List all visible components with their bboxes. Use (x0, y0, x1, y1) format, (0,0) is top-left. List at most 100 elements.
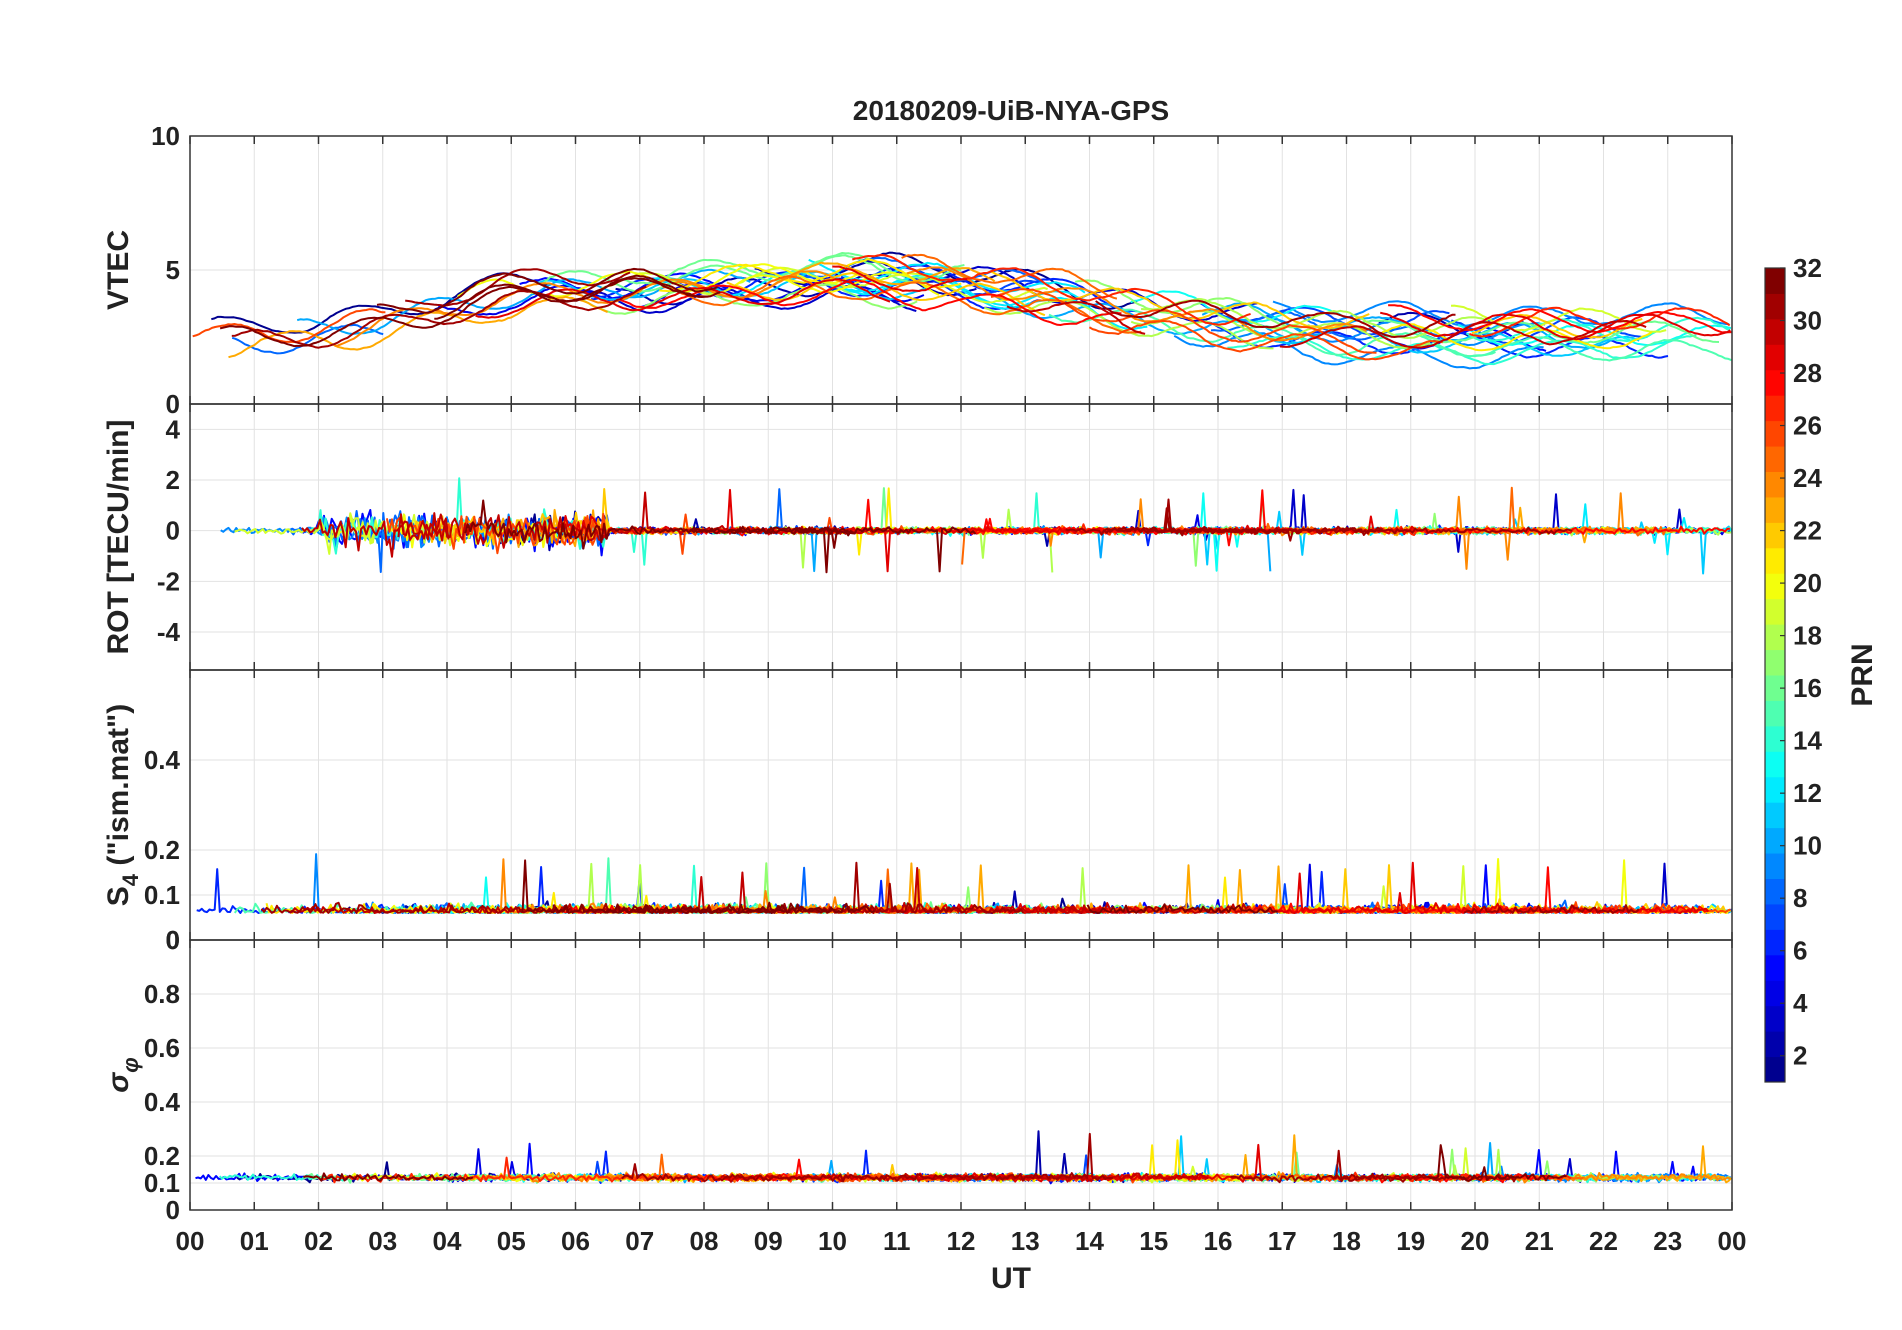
series-line-prn-23 (228, 295, 609, 359)
colorbar-slice (1765, 802, 1785, 829)
y-tick-label: 4 (166, 414, 181, 444)
x-tick-label: 04 (433, 1226, 462, 1256)
colorbar-tick-label: 6 (1793, 936, 1807, 966)
series-line-prn-29 (1379, 311, 1731, 341)
colorbar-slice (1765, 853, 1785, 879)
colorbar-slice (1765, 446, 1785, 472)
colorbar-frame (1764, 267, 1786, 1083)
series-line-prn-30 (301, 513, 450, 558)
y-tick-label: 0.4 (144, 1087, 181, 1117)
panel-vtec: 0 5 10 VTEC (102, 121, 1733, 419)
series-line-prn-21 (659, 258, 962, 293)
series-line-prn-32 (521, 859, 876, 914)
series-line-prn-26 (1088, 319, 1443, 361)
x-tick-label: 00 (176, 1226, 205, 1256)
colorbar-tick-label: 10 (1793, 831, 1822, 861)
x-tick-label: 05 (497, 1226, 526, 1256)
series-line-prn-24 (671, 270, 843, 299)
colorbar-slice (1765, 827, 1785, 854)
colorbar-tick-label: 24 (1793, 463, 1822, 493)
series-group (220, 477, 1733, 575)
y-axis-label-main: σ (102, 1072, 135, 1093)
colorbar-slice (1765, 1031, 1785, 1058)
y-axis-label-main: S (102, 886, 135, 906)
y-axis-label: ROT [TECU/min] (102, 420, 135, 655)
y-axis-label-sub: φ (118, 1057, 143, 1072)
x-tick-label: 03 (368, 1226, 397, 1256)
series-group (196, 853, 1733, 914)
series-line-prn-31 (1095, 299, 1456, 338)
colorbar-tick-label: 22 (1793, 516, 1822, 546)
x-tick-label: 12 (947, 1226, 976, 1256)
series-line-prn-32 (690, 526, 854, 537)
x-tick-label: 09 (754, 1226, 783, 1256)
colorbar-tick-label: 14 (1793, 726, 1822, 756)
colorbar-tick-label: 20 (1793, 568, 1822, 598)
x-tick-label: 08 (690, 1226, 719, 1256)
series-line-prn-32 (1427, 1144, 1567, 1182)
series-line-prn-27 (1469, 306, 1731, 338)
y-tick-label: 0.2 (144, 835, 180, 865)
series-line-prn-28 (1388, 304, 1732, 334)
colorbar-slice (1765, 547, 1785, 574)
colorbar-slice (1765, 395, 1785, 422)
series-line-prn-23 (788, 261, 996, 286)
panel-s4: 000.10.20.4S4 ("ism.mat") (102, 669, 1733, 955)
x-tick-label: 19 (1396, 1226, 1425, 1256)
series-line-prn-31 (260, 901, 709, 914)
x-tick-label: 16 (1204, 1226, 1233, 1256)
colorbar-tick-label: 4 (1793, 988, 1808, 1018)
x-tick-label: 00 (1718, 1226, 1747, 1256)
x-tick-label: 23 (1653, 1226, 1682, 1256)
colorbar-slice (1765, 649, 1785, 676)
x-tick-label: 11 (883, 1226, 911, 1256)
series-line-prn-13 (1130, 290, 1344, 325)
x-tick-label: 07 (625, 1226, 654, 1256)
y-tick-label: 0.1 (144, 1168, 180, 1198)
series-line-prn-28 (1402, 525, 1730, 536)
y-tick-label: 0.2 (144, 1141, 180, 1171)
x-axis-label: UT (991, 1262, 1031, 1295)
y-tick-label: 0 (166, 516, 180, 546)
colorbar-slice (1765, 496, 1785, 523)
colorbar-slice (1765, 268, 1785, 294)
series-line-prn-15 (1435, 336, 1732, 362)
series-line-prn-27 (321, 1156, 706, 1184)
y-tick-label: -4 (157, 617, 181, 647)
y-tick-label: 0 (166, 389, 180, 419)
y-axis-label-rest: ("ism.mat") (102, 704, 135, 874)
y-tick-label: 10 (151, 121, 180, 151)
series-line-prn-32 (1086, 903, 1278, 914)
x-tick-label: 20 (1461, 1226, 1490, 1256)
colorbar-label: PRN (1846, 643, 1879, 706)
colorbar-slice (1765, 675, 1785, 701)
y-axis-label: σφ (102, 1057, 143, 1092)
series-line-prn-29 (832, 265, 968, 292)
x-tick-label: 13 (1011, 1226, 1040, 1256)
colorbar-slice (1765, 344, 1785, 371)
colorbar-tick-label: 12 (1793, 778, 1822, 808)
panel-sigma_phi: 00.10.2 0.4 0.6 0.8 σφ (102, 939, 1733, 1225)
y-tick-label: 2 (166, 465, 180, 495)
series-line-prn-8 (231, 323, 384, 355)
y-tick-label: 0 (166, 1195, 180, 1225)
colorbar-slice (1765, 954, 1785, 981)
series-line-prn-23 (1324, 506, 1683, 544)
x-tick-label: 02 (304, 1226, 333, 1256)
colorbar-slice (1765, 776, 1785, 803)
series-line-prn-31 (1065, 498, 1573, 536)
y-axis-label: S4 ("ism.mat") (102, 704, 143, 906)
colorbar-slice (1765, 369, 1785, 396)
x-tick-label: 01 (240, 1226, 269, 1256)
colorbar-tick-label: 28 (1793, 358, 1822, 388)
y-tick-label: -2 (157, 566, 180, 596)
series-line-prn-30 (1006, 301, 1146, 335)
colorbar-slice (1765, 573, 1785, 600)
x-tick-label: 17 (1268, 1226, 1297, 1256)
colorbar-slice (1765, 725, 1785, 752)
colorbar-slice (1765, 522, 1785, 549)
series-line-prn-31 (1146, 526, 1383, 542)
colorbar-tick-label: 2 (1793, 1041, 1807, 1071)
